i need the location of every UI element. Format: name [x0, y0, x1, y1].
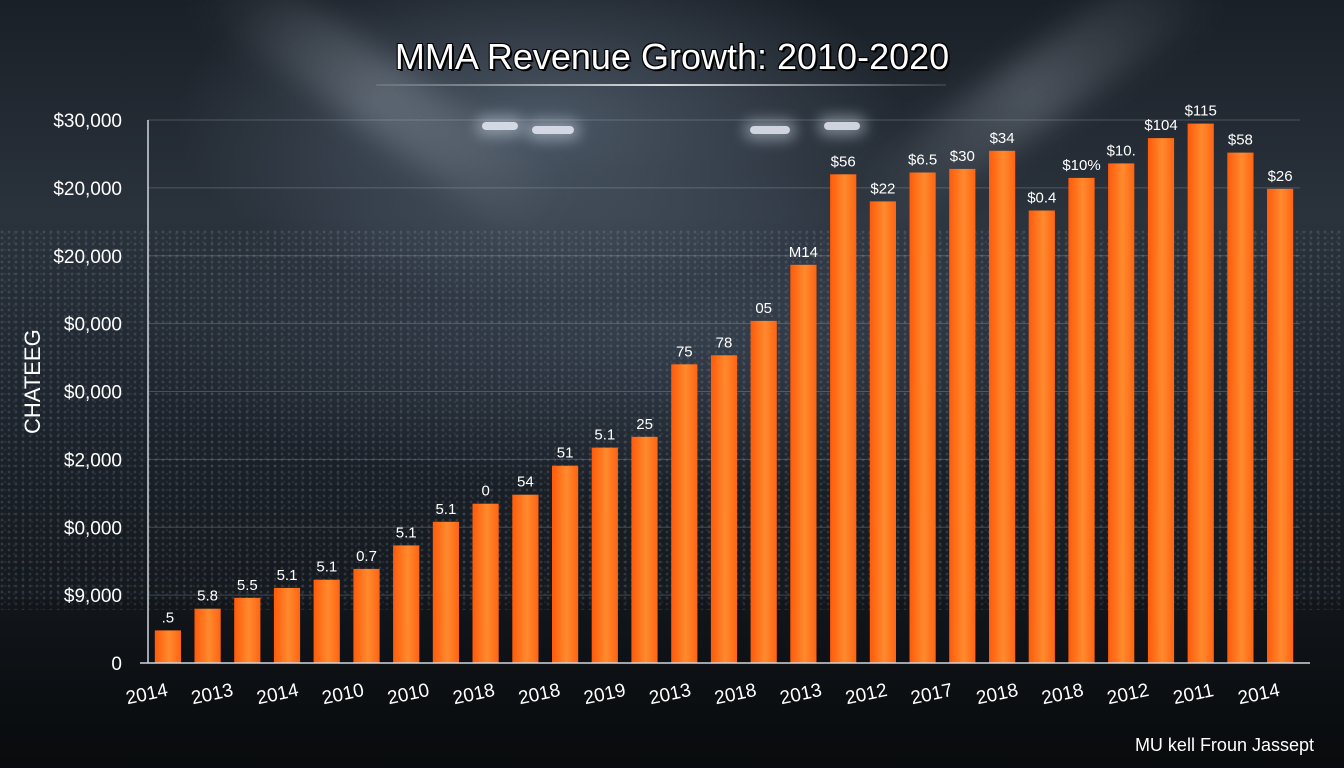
- bar: [1227, 152, 1254, 663]
- bar: [909, 172, 936, 663]
- data-label: 5.1: [396, 524, 417, 541]
- y-axis-ticks: $30,000 $20,000 $20,000 $0,000 $0,000 $2,000 $…: [53, 111, 122, 675]
- title-underline: [376, 84, 946, 86]
- x-axis-ticks: 2014 2013 2014 2010 2010 2018 2018 2019 2013 2018…: [124, 680, 1282, 709]
- data-label: M14: [789, 244, 818, 261]
- data-label: 0.7: [356, 548, 377, 565]
- data-label: 75: [676, 343, 693, 360]
- y-tick-label: $20,000: [53, 247, 122, 268]
- data-label: $22: [870, 180, 895, 197]
- bar: [393, 545, 420, 663]
- data-label: 5.1: [277, 567, 298, 584]
- data-label: $115: [1185, 103, 1217, 120]
- y-tick-label: $0,000: [64, 518, 122, 539]
- stadium-light: [532, 126, 574, 134]
- stadium-light: [750, 126, 790, 134]
- data-label: 51: [557, 445, 574, 462]
- bar: [710, 355, 738, 663]
- chart-title: MMA Revenue Growth: 2010-2020: [394, 36, 950, 77]
- data-label: 25: [636, 416, 653, 433]
- bar: [790, 264, 817, 663]
- bar: [154, 630, 181, 663]
- bar: [1028, 210, 1055, 663]
- bar: [1187, 123, 1214, 664]
- x-tick-label: 2018: [974, 680, 1020, 709]
- data-labels: .5 5.8 5.5 5.1 5.1 0.7 5.1 5.1 0 54 51 5.1 25 75 78 05 M…: [162, 103, 1293, 627]
- bar: [949, 168, 976, 663]
- x-tick-label: 2018: [713, 680, 759, 709]
- x-tick-label: 2010: [320, 680, 366, 709]
- y-tick-label: $0,000: [64, 383, 122, 404]
- data-label: 5.1: [594, 427, 615, 444]
- y-tick-label: $30,000: [53, 111, 122, 132]
- x-tick-label: 2013: [647, 680, 693, 709]
- x-tick-label: 2013: [778, 680, 824, 709]
- data-label: $58: [1228, 132, 1253, 149]
- data-label: $6.5: [908, 152, 937, 169]
- bar: [1068, 177, 1095, 663]
- bar: [750, 320, 777, 663]
- x-tick-label: 2014: [255, 680, 301, 709]
- data-label: 5.8: [197, 588, 218, 605]
- bar: [671, 364, 698, 663]
- x-tick-label: 2013: [189, 680, 235, 709]
- bar: [830, 174, 857, 664]
- y-tick-label: $20,000: [53, 179, 122, 200]
- data-label: $26: [1268, 168, 1293, 185]
- bar: [989, 150, 1016, 664]
- x-tick-label: 2018: [1040, 680, 1086, 709]
- bar: [472, 503, 499, 663]
- data-label: $10%: [1062, 157, 1100, 174]
- data-label: $30: [950, 148, 975, 165]
- data-label: 78: [716, 334, 733, 351]
- bar: [869, 201, 896, 663]
- data-label: 5.5: [237, 577, 258, 594]
- y-tick-label: $2,000: [64, 450, 122, 471]
- bar: [512, 494, 539, 663]
- bar: [234, 597, 261, 663]
- x-tick-label: 2018: [516, 680, 562, 709]
- x-tick-label: 2014: [124, 680, 170, 709]
- data-label: $104: [1144, 117, 1177, 134]
- x-tick-label: 2012: [843, 680, 889, 709]
- data-label: $56: [831, 153, 856, 170]
- bar: [1267, 188, 1294, 664]
- data-label: $0.4: [1027, 190, 1056, 207]
- data-label: $10.: [1107, 142, 1136, 159]
- x-tick-label: 2012: [1105, 680, 1151, 709]
- bar: [273, 587, 301, 663]
- data-label: 5.1: [435, 501, 456, 518]
- bar: [552, 465, 579, 663]
- bar: [313, 579, 340, 663]
- bar: [1147, 138, 1175, 664]
- data-label: 54: [517, 474, 534, 491]
- x-tick-label: 2014: [1236, 680, 1282, 709]
- stadium-light: [482, 122, 518, 130]
- bar: [194, 608, 221, 663]
- stadium-light: [824, 122, 860, 130]
- bar: [353, 568, 380, 663]
- bar: [591, 447, 618, 663]
- x-tick-label: 2018: [451, 680, 497, 709]
- x-tick-label: 2010: [386, 680, 432, 709]
- y-tick-label: $9,000: [64, 586, 122, 607]
- data-label: 0: [482, 483, 490, 500]
- bar: [432, 521, 459, 663]
- bar: [1108, 163, 1135, 663]
- data-label: $34: [990, 130, 1015, 147]
- bars: [154, 123, 1294, 664]
- data-label: 05: [755, 300, 772, 317]
- y-tick-label: 0: [111, 654, 122, 675]
- watermark-text: MU kell Froun Jassept: [1134, 735, 1314, 755]
- bar: [631, 436, 658, 664]
- data-label: .5: [162, 609, 175, 626]
- x-tick-label: 2017: [909, 680, 955, 709]
- x-tick-label: 2011: [1171, 680, 1215, 709]
- y-tick-label: $0,000: [64, 315, 122, 336]
- x-tick-label: 2019: [582, 680, 628, 709]
- data-label: 5.1: [316, 559, 337, 576]
